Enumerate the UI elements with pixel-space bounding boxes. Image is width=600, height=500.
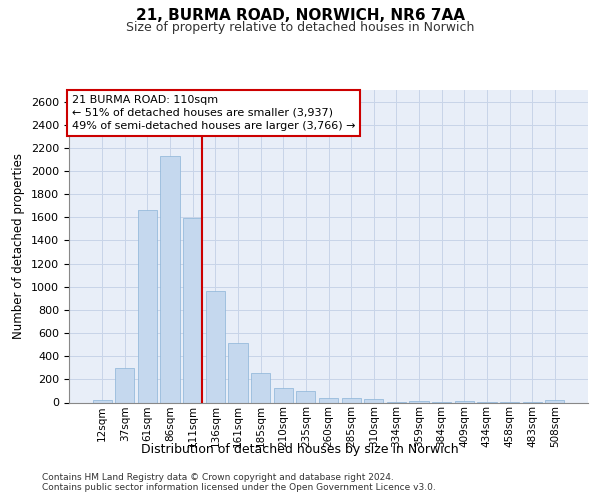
Text: Size of property relative to detached houses in Norwich: Size of property relative to detached ho… [126, 21, 474, 34]
Bar [455, 401, 474, 402]
Bar [229, 344, 248, 402]
Bar [274, 388, 293, 402]
Bar [296, 391, 316, 402]
Bar [319, 398, 338, 402]
Bar [341, 398, 361, 402]
Text: Contains public sector information licensed under the Open Government Licence v3: Contains public sector information licen… [42, 484, 436, 492]
Bar [251, 373, 270, 402]
Text: Distribution of detached houses by size in Norwich: Distribution of detached houses by size … [141, 442, 459, 456]
Text: 21 BURMA ROAD: 110sqm
← 51% of detached houses are smaller (3,937)
49% of semi-d: 21 BURMA ROAD: 110sqm ← 51% of detached … [71, 94, 355, 131]
Bar [206, 292, 225, 403]
Text: 21, BURMA ROAD, NORWICH, NR6 7AA: 21, BURMA ROAD, NORWICH, NR6 7AA [136, 8, 464, 22]
Bar [160, 156, 180, 402]
Y-axis label: Number of detached properties: Number of detached properties [13, 153, 25, 339]
Bar [364, 399, 383, 402]
Bar [545, 400, 565, 402]
Bar [115, 368, 134, 402]
Text: Contains HM Land Registry data © Crown copyright and database right 2024.: Contains HM Land Registry data © Crown c… [42, 472, 394, 482]
Bar [409, 401, 428, 402]
Bar [92, 400, 112, 402]
Bar [138, 210, 157, 402]
Bar [183, 218, 202, 402]
